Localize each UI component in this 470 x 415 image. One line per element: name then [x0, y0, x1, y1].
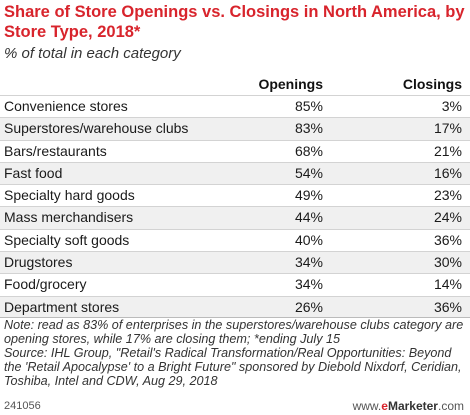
chart-subtitle: % of total in each category	[4, 45, 181, 62]
row-label: Superstores/warehouse clubs	[4, 120, 189, 137]
row-label: Food/grocery	[4, 276, 87, 293]
row-label: Drugstores	[4, 254, 73, 271]
closings-value: 14%	[433, 276, 462, 293]
openings-value: 68%	[294, 142, 323, 159]
openings-value: 34%	[294, 254, 323, 271]
row-label: Specialty hard goods	[4, 187, 135, 204]
note-text: Note: read as 83% of enterprises in the …	[4, 318, 464, 346]
closings-value: 24%	[433, 209, 462, 226]
row-label: Bars/restaurants	[4, 142, 107, 159]
table-row: Fast food 54% 16%	[0, 161, 470, 185]
row-label: Fast food	[4, 164, 63, 181]
brand-logo[interactable]: www.eMarketer.com	[353, 399, 464, 413]
closings-value: 3%	[441, 98, 462, 114]
brand-e: e	[381, 399, 388, 413]
table-row: Superstores/warehouse clubs 83% 17%	[0, 117, 470, 140]
table-body: Convenience stores 85% 3% Superstores/wareh…	[0, 95, 470, 318]
source-text: Source: IHL Group, "Retail's Radical Tra…	[4, 346, 462, 388]
column-header-openings: Openings	[258, 76, 323, 92]
openings-value: 54%	[294, 164, 323, 181]
closings-value: 17%	[433, 120, 462, 137]
brand-suffix: .com	[437, 399, 464, 413]
openings-value: 34%	[294, 276, 323, 293]
brand-prefix: www.	[352, 399, 382, 413]
openings-value: 49%	[294, 187, 323, 204]
table-row: Convenience stores 85% 3%	[0, 95, 470, 117]
row-label: Specialty soft goods	[4, 231, 130, 248]
table-row: Mass merchandisers 44% 24%	[0, 206, 470, 229]
table-row: Drugstores 34% 30%	[0, 251, 470, 274]
openings-value: 83%	[294, 120, 323, 137]
row-label: Department stores	[4, 298, 120, 315]
row-label: Mass merchandisers	[4, 209, 134, 226]
chart-footnote: Note: read as 83% of enterprises in the …	[4, 318, 466, 388]
table-row: Specialty soft goods 40% 36%	[0, 228, 470, 251]
closings-value: 16%	[433, 164, 462, 181]
table-header: Openings Closings	[0, 73, 470, 95]
closings-value: 36%	[433, 231, 462, 248]
openings-value: 40%	[294, 231, 323, 248]
column-header-closings: Closings	[402, 76, 462, 92]
table-row: Food/grocery 34% 14%	[0, 273, 470, 295]
table-row: Department stores 26% 36%	[0, 295, 470, 318]
chart-id: 241056	[4, 400, 41, 412]
closings-value: 30%	[433, 254, 462, 271]
openings-value: 85%	[294, 98, 323, 114]
table-row: Bars/restaurants 68% 21%	[0, 139, 470, 162]
chart-title: Share of Store Openings vs. Closings in …	[4, 3, 465, 41]
table-row: Specialty hard goods 49% 23%	[0, 184, 470, 206]
closings-value: 36%	[433, 298, 462, 315]
openings-value: 26%	[294, 298, 323, 315]
closings-value: 23%	[433, 187, 462, 204]
table-bottom-rule	[0, 317, 470, 318]
openings-value: 44%	[294, 209, 323, 226]
brand-name: Marketer	[387, 399, 438, 413]
row-label: Convenience stores	[4, 98, 128, 114]
closings-value: 21%	[433, 142, 462, 159]
